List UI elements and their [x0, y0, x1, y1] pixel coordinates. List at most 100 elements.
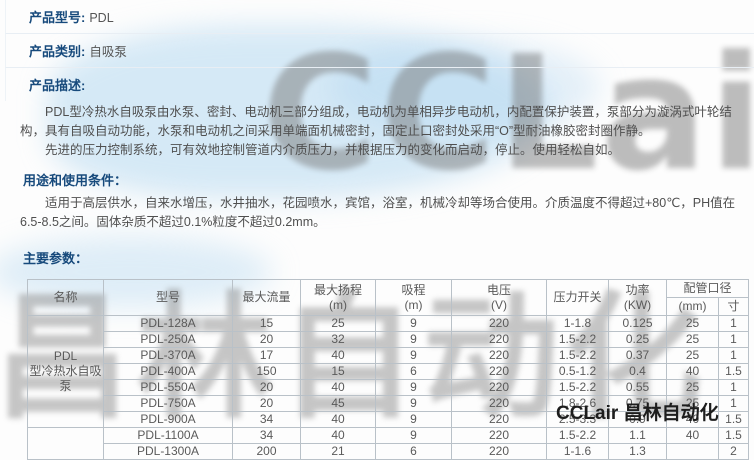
- cell-suction: 9: [375, 315, 452, 332]
- cell-pipe-mm: 25: [666, 315, 719, 332]
- cell-voltage: 220: [451, 427, 547, 444]
- cell-power: 0.4: [608, 363, 667, 380]
- cell-voltage: 220: [451, 379, 547, 396]
- cell-pipe-inch: 1.5: [717, 411, 750, 428]
- cell-pipe-inch: 1: [717, 395, 750, 412]
- cell-max-head: 40: [300, 379, 376, 396]
- cell-max-head: 15: [300, 363, 376, 380]
- cell-pipe-mm: 40: [666, 363, 719, 380]
- spec-table-body: PDL 型冷热水自吸泵 PDL-128A 15 25 9 220 1-1.8 0.125 25 1…: [27, 315, 750, 460]
- cell-voltage: 220: [451, 331, 547, 348]
- cell-suction: 9: [375, 427, 452, 444]
- cell-pressure-switch: 0.5-1.2: [546, 363, 609, 380]
- col-header-max-flow: 最大流量: [232, 279, 301, 316]
- cell-max-head: 45: [300, 395, 376, 412]
- cell-power: 0.55: [608, 379, 667, 396]
- cell-max-head: 25: [300, 315, 376, 332]
- product-model-label: 产品型号:: [29, 10, 86, 25]
- cell-suction: 6: [375, 363, 452, 380]
- cell-pressure-switch: 1.5-2.2: [546, 347, 609, 364]
- cell-max-flow: 20: [232, 331, 301, 348]
- cell-suction: 9: [375, 411, 452, 428]
- cell-max-flow: 34: [232, 411, 301, 428]
- cell-power: 0.25: [608, 331, 667, 348]
- cell-suction: 9: [375, 347, 452, 364]
- cell-pipe-inch: 1.5: [717, 427, 750, 444]
- cell-pipe-inch: 1: [717, 379, 750, 396]
- col-header-suction: 吸程 (m): [375, 279, 452, 316]
- table-row: PDL-550A 20 40 9 220 1.5-2.2 0.55 25 1: [28, 379, 750, 396]
- description-paragraph: PDL型冷热水自吸泵由水泵、密封、电动机三部分组成，电动机为单相异步电动机，内配…: [20, 105, 732, 138]
- cell-voltage: 220: [451, 363, 547, 380]
- cell-max-head: 40: [300, 427, 376, 444]
- params-label: 主要参数：: [23, 251, 89, 266]
- col-header-pressure-switch: 压力开关: [546, 279, 609, 316]
- cell-power: 1.3: [608, 443, 667, 460]
- product-name-cell-empty: [27, 427, 104, 460]
- cell-pressure-switch: 1-1.8: [546, 315, 609, 332]
- cell-pressure-switch: 1.5-2.2: [546, 331, 609, 348]
- cell-pipe-mm: [666, 443, 719, 460]
- cell-pressure-switch: 1-1.6: [546, 443, 609, 460]
- cell-pressure-switch: 1.5-2.2: [546, 427, 609, 444]
- col-header-pipe-mm: (mm): [666, 297, 719, 316]
- params-heading-row: 主要参数：: [0, 236, 754, 270]
- product-name-cell: PDL 型冷热水自吸泵: [27, 315, 104, 428]
- cell-voltage: 220: [451, 315, 547, 332]
- product-category-row: 产品类别: 自吸泵: [5, 34, 754, 68]
- col-header-model: 型号: [103, 279, 233, 316]
- product-description-heading-row: 产品描述:: [5, 68, 754, 101]
- cell-power: 0.37: [608, 347, 667, 364]
- cell-suction: 9: [375, 395, 452, 412]
- usage-paragraph: 适用于高层供水，自来水增压，水井抽水，花园喷水，宾馆，浴室，机械冷却等场合使用。…: [20, 196, 736, 229]
- description-paragraph: 先进的压力控制系统，可有效地控制管道内介质压力，并根据压力的变化而启动，停止。使…: [45, 143, 621, 157]
- spec-table-head: 名称 型号 最大流量 最大扬程 (m) 吸程 (m) 电压 (V) 压力开关 功率 (K…: [27, 279, 750, 316]
- cell-pipe-mm: 40: [666, 427, 719, 444]
- usage-block: 适用于高层供水，自来水增压，水井抽水，花园喷水，宾馆，浴室，机械冷却等场合使用。…: [0, 194, 754, 232]
- cell-model: PDL-1100A: [103, 427, 233, 444]
- cell-max-flow: 15: [232, 315, 301, 332]
- cell-pipe-inch: 1: [717, 331, 750, 348]
- cell-max-flow: 20: [232, 395, 301, 412]
- product-description-block: PDL型冷热水自吸泵由水泵、密封、电动机三部分组成，电动机为单相异步电动机，内配…: [0, 103, 754, 160]
- product-description-label: 产品描述:: [29, 78, 86, 93]
- cell-max-head: 21: [300, 443, 376, 460]
- cell-model: PDL-550A: [103, 379, 233, 396]
- watermark-corner-brand: CCLair 昌林自动化: [556, 403, 719, 424]
- cell-model: PDL-1300A: [103, 443, 233, 460]
- cell-pipe-inch: 1: [717, 315, 750, 332]
- cell-voltage: 220: [451, 347, 547, 364]
- product-category-value: 自吸泵: [89, 45, 127, 59]
- cell-pipe-mm: 25: [666, 347, 719, 364]
- cell-voltage: 220: [451, 411, 547, 428]
- usage-heading-row: 用途和使用条件：: [0, 164, 754, 192]
- table-row: PDL-250A 20 32 9 220 1.5-2.2 0.25 25 1: [28, 331, 750, 348]
- cell-power: 0.125: [608, 315, 667, 332]
- cell-max-head: 40: [300, 411, 376, 428]
- cell-max-head: 32: [300, 331, 376, 348]
- table-row: PDL-1300A 200 21 6 220 1-1.6 1.3 2: [28, 443, 750, 460]
- cell-voltage: 220: [451, 395, 547, 412]
- cell-model: PDL-400A: [103, 363, 233, 380]
- cell-pressure-switch: 1.5-2.2: [546, 379, 609, 396]
- product-model-value: PDL: [89, 11, 114, 25]
- table-row: PDL-370A 17 40 9 220 1.5-2.2 0.37 25 1: [28, 347, 750, 364]
- cell-model: PDL-370A: [103, 347, 233, 364]
- col-header-name: 名称: [27, 279, 104, 316]
- cell-max-flow: 20: [232, 379, 301, 396]
- col-header-voltage: 电压 (V): [451, 279, 547, 316]
- cell-max-flow: 150: [232, 363, 301, 380]
- table-row: PDL-900A 34 40 9 220 2.5-3.3 0.9 40 1.5: [28, 411, 750, 428]
- product-category-label: 产品类别:: [29, 44, 86, 59]
- col-header-pipe-inch: 寸: [717, 297, 750, 316]
- product-model-row: 产品型号: PDL: [5, 0, 754, 34]
- table-row: PDL 型冷热水自吸泵 PDL-128A 15 25 9 220 1-1.8 0.125 25 1: [27, 315, 750, 428]
- cell-max-flow: 17: [232, 347, 301, 364]
- cell-power: 1.1: [608, 427, 667, 444]
- cell-pipe-inch: 1: [717, 347, 750, 364]
- cell-model: PDL-900A: [103, 411, 233, 428]
- cell-max-head: 40: [300, 347, 376, 364]
- cell-voltage: 220: [451, 443, 547, 460]
- col-header-power: 功率 (KW): [608, 279, 667, 316]
